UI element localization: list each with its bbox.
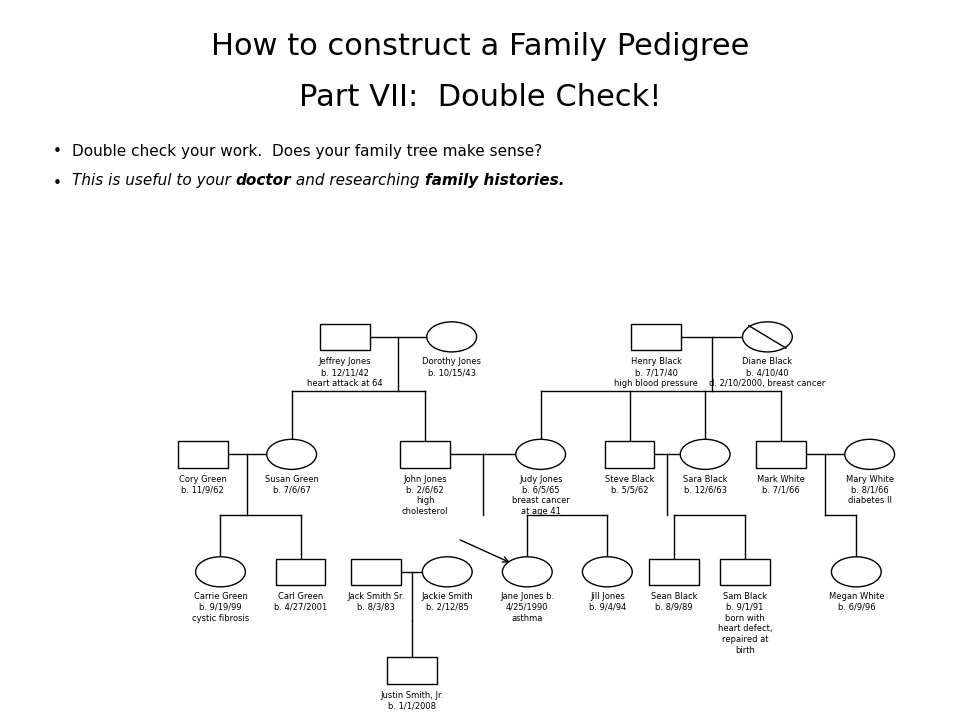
Text: doctor: doctor: [236, 173, 292, 188]
Text: Double check your work.  Does your family tree make sense?: Double check your work. Does your family…: [72, 144, 542, 159]
Bar: [320, 324, 370, 350]
Text: Judy Jones
b. 6/5/65
breast cancer
at age 41: Judy Jones b. 6/5/65 breast cancer at ag…: [512, 474, 569, 516]
Ellipse shape: [742, 322, 792, 352]
Ellipse shape: [583, 557, 633, 587]
Ellipse shape: [422, 557, 472, 587]
Ellipse shape: [516, 439, 565, 469]
Text: Steve Black
b. 5/5/62: Steve Black b. 5/5/62: [605, 474, 655, 495]
Text: and researching: and researching: [292, 173, 424, 188]
Text: Mark White
b. 7/1/66: Mark White b. 7/1/66: [756, 474, 804, 495]
Ellipse shape: [502, 557, 552, 587]
Text: Sam Black
b. 9/1/91
born with
heart defect,
repaired at
birth: Sam Black b. 9/1/91 born with heart defe…: [718, 593, 773, 655]
Text: Part VII:  Double Check!: Part VII: Double Check!: [299, 83, 661, 112]
Text: Dorothy Jones
b. 10/15/43: Dorothy Jones b. 10/15/43: [422, 357, 481, 377]
Text: Jeffrey Jones
b. 12/11/42
heart attack at 64: Jeffrey Jones b. 12/11/42 heart attack a…: [307, 357, 383, 388]
Text: •: •: [53, 176, 61, 192]
Bar: [178, 441, 228, 467]
Text: Cory Green
b. 11/9/62: Cory Green b. 11/9/62: [179, 474, 227, 495]
Text: Jack Smith Sr.
b. 8/3/83: Jack Smith Sr. b. 8/3/83: [348, 593, 405, 612]
Text: Carl Green
b. 4/27/2001: Carl Green b. 4/27/2001: [274, 593, 327, 612]
Text: Sean Black
b. 8/9/89: Sean Black b. 8/9/89: [651, 593, 697, 612]
Text: Sara Black
b. 12/6/63: Sara Black b. 12/6/63: [683, 474, 728, 495]
Bar: [720, 559, 770, 585]
Text: Carrie Green
b. 9/19/99
cystic fibrosis: Carrie Green b. 9/19/99 cystic fibrosis: [192, 593, 250, 623]
Bar: [756, 441, 805, 467]
Text: Henry Black
b. 7/17/40
high blood pressure: Henry Black b. 7/17/40 high blood pressu…: [614, 357, 698, 388]
Text: Jane Jones b.
4/25/1990
asthma: Jane Jones b. 4/25/1990 asthma: [500, 593, 554, 623]
Bar: [632, 324, 682, 350]
Text: Diane Black
b. 4/10/40
d. 2/10/2000, breast cancer: Diane Black b. 4/10/40 d. 2/10/2000, bre…: [709, 357, 826, 388]
Ellipse shape: [845, 439, 895, 469]
Ellipse shape: [427, 322, 476, 352]
Bar: [276, 559, 325, 585]
Text: family histories.: family histories.: [424, 173, 564, 188]
Text: Jill Jones
b. 9/4/94: Jill Jones b. 9/4/94: [588, 593, 626, 612]
Bar: [387, 657, 437, 684]
Ellipse shape: [196, 557, 246, 587]
Text: Justin Smith, Jr.
b. 1/1/2008: Justin Smith, Jr. b. 1/1/2008: [380, 691, 444, 711]
Text: Mary White
b. 8/1/66
diabetes II: Mary White b. 8/1/66 diabetes II: [846, 474, 894, 505]
Text: •: •: [53, 144, 61, 159]
Bar: [649, 559, 699, 585]
Text: This is useful to your: This is useful to your: [72, 173, 236, 188]
Ellipse shape: [681, 439, 730, 469]
Text: Susan Green
b. 7/6/67: Susan Green b. 7/6/67: [265, 474, 319, 495]
Text: Jackie Smith
b. 2/12/85: Jackie Smith b. 2/12/85: [421, 593, 473, 612]
Bar: [605, 441, 655, 467]
Text: Megan White
b. 6/9/96: Megan White b. 6/9/96: [828, 593, 884, 612]
Bar: [400, 441, 450, 467]
Text: John Jones
b. 2/6/62
high
cholesterol: John Jones b. 2/6/62 high cholesterol: [402, 474, 448, 516]
Ellipse shape: [831, 557, 881, 587]
Text: How to construct a Family Pedigree: How to construct a Family Pedigree: [211, 32, 749, 61]
Ellipse shape: [267, 439, 317, 469]
Bar: [351, 559, 401, 585]
